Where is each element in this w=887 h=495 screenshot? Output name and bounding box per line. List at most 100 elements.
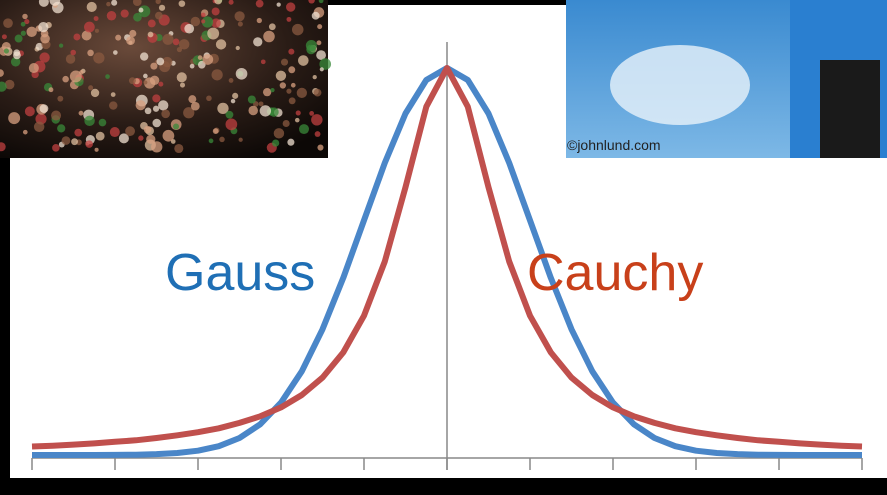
crowd-dot	[298, 55, 309, 66]
white-panel-top	[328, 5, 568, 165]
crowd-dot	[209, 139, 214, 144]
crowd-dot	[126, 36, 135, 45]
crowd-dot	[153, 106, 159, 112]
crowd-dot	[150, 76, 159, 85]
crowd-dot	[201, 19, 205, 23]
crowd-dot	[62, 136, 71, 145]
crowd-dot	[314, 89, 322, 97]
crowd-dot	[163, 130, 175, 142]
crowd-dot	[51, 110, 61, 120]
white-panel	[10, 158, 887, 478]
crowd-dot	[84, 22, 95, 33]
crowd-dot	[291, 83, 296, 88]
crowd-dot	[317, 24, 322, 29]
crowd-dot	[39, 52, 49, 62]
crowd-dot	[8, 112, 20, 124]
crowd-dot	[111, 92, 116, 97]
crowd-dot	[34, 122, 44, 132]
crowd-dot	[248, 106, 258, 116]
crowd-dot	[263, 88, 271, 96]
crowd-dot	[52, 144, 60, 152]
crowd-dot	[148, 32, 154, 38]
crowd-dot	[106, 2, 110, 6]
crowd-dot	[88, 85, 93, 90]
crowd-dot	[146, 135, 155, 144]
crowd-dot	[25, 106, 35, 116]
crowd-dot	[158, 82, 163, 87]
crowd-dot	[156, 58, 164, 66]
crowd-dot	[152, 94, 160, 102]
series-label: Gauss	[165, 244, 315, 302]
crowd-dot	[261, 59, 266, 64]
crowd-dot	[272, 139, 279, 146]
crowd-dot	[226, 111, 234, 119]
crowd-dot	[155, 12, 163, 20]
crowd-dot	[270, 88, 274, 92]
photo-credit: ©johnlund.com	[567, 137, 661, 153]
crowd-dot	[256, 0, 264, 8]
crowd-dot	[296, 110, 301, 115]
crowd-dot	[297, 88, 307, 98]
crowd-dot	[286, 17, 291, 22]
crowd-dot	[292, 24, 303, 35]
crowd-dot	[85, 140, 93, 148]
crowd-dot	[299, 124, 309, 134]
crowd-dot	[212, 7, 220, 15]
crowd-dot	[174, 144, 183, 153]
crowd-dot	[110, 127, 120, 137]
crowd-dot	[253, 37, 262, 46]
crowd-dot	[40, 34, 50, 44]
crowd-dot	[288, 66, 295, 73]
crowd-dot	[219, 137, 224, 142]
crowd-dot	[232, 93, 238, 99]
crowd-dot	[263, 31, 275, 43]
crowd-dot	[190, 64, 195, 69]
crowd-dot	[225, 119, 237, 131]
crowd-dot	[229, 78, 234, 83]
crowd-dot	[87, 2, 97, 12]
crowd-dot	[129, 30, 136, 37]
crowd-dot	[95, 29, 99, 33]
crowd-dot	[109, 101, 117, 109]
crowd-dot	[144, 126, 152, 134]
crowd-dot	[173, 38, 180, 45]
crowd-dot	[145, 107, 152, 114]
crowd-dot	[105, 74, 110, 79]
crowd-dot	[202, 54, 213, 65]
crowd-dot	[40, 104, 49, 113]
crowd-dot	[71, 138, 78, 145]
crowd-dot	[191, 102, 200, 111]
crowd-dot	[57, 96, 63, 102]
crowd-dot	[216, 39, 226, 49]
crowd-dot	[2, 34, 7, 39]
crowd-dot	[179, 0, 186, 7]
slide: ©johnlund.com GaussCauchy	[0, 0, 887, 495]
crowd-dot	[94, 16, 99, 21]
crowd-dot	[231, 99, 235, 103]
crowd-dot	[287, 139, 294, 146]
cloud	[610, 45, 750, 125]
crowd-dot	[320, 67, 324, 71]
crowd-dot	[74, 129, 82, 137]
crowd-dot	[276, 71, 286, 81]
crowd-dot	[236, 68, 248, 80]
crowd-dot	[143, 74, 148, 79]
crowd-dot	[59, 43, 63, 47]
crowd-dot	[136, 100, 146, 110]
crowd-dot	[107, 11, 116, 20]
crowd-dot	[248, 95, 256, 103]
crowd-dot	[49, 87, 54, 92]
crowd-dot	[315, 131, 321, 137]
crowd-dot	[152, 119, 161, 128]
figure-shadow	[820, 60, 880, 158]
crowd-dot	[184, 24, 194, 34]
crowd-dot	[91, 89, 99, 97]
crowd-dot	[150, 63, 157, 70]
crowd-dot	[198, 55, 203, 60]
crowd-dot	[21, 31, 26, 36]
crowd-dot	[21, 22, 26, 27]
crowd-dot	[22, 14, 27, 19]
crowd-dot	[158, 100, 168, 110]
crowd-dot	[115, 35, 121, 41]
crowd-dot	[162, 34, 173, 45]
